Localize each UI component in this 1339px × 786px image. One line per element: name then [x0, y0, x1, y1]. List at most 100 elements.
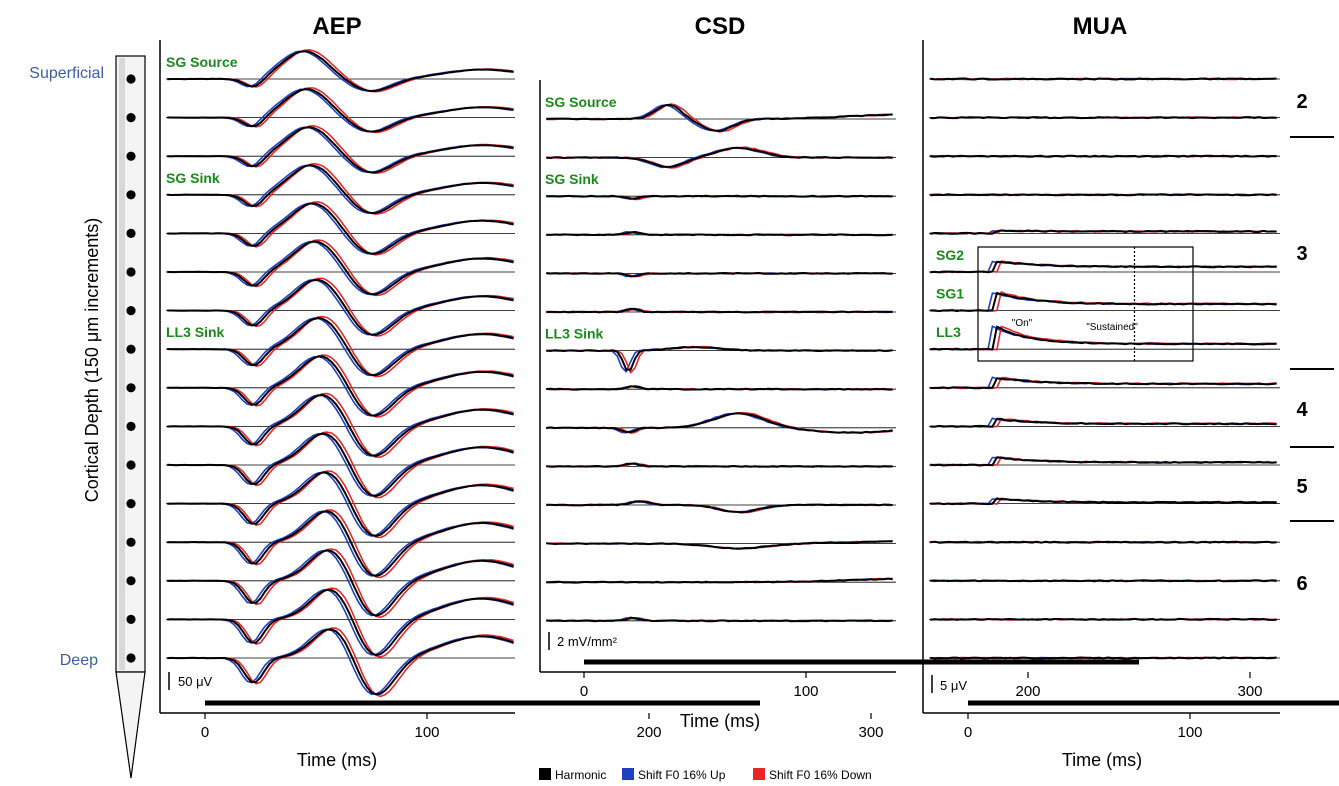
electrode-contact: [126, 74, 136, 84]
legend-label-harmonic: Harmonic: [555, 768, 606, 782]
trace-harmonic: [930, 579, 1277, 583]
electrode-contact: [126, 653, 136, 663]
trace-harmonic: [546, 272, 893, 278]
response-window-box: [977, 246, 1194, 362]
depth-axis-label: Cortical Depth (150 μm increments): [82, 218, 102, 502]
x-tick-label: 200: [1015, 683, 1040, 700]
trace-harmonic: [546, 104, 893, 132]
x-tick-label: 0: [201, 724, 209, 741]
trace-harmonic: [930, 377, 1277, 390]
legend-swatch-shift-up: [622, 768, 634, 780]
trace-harmonic: [930, 260, 1277, 274]
trace-harmonic: [167, 432, 514, 497]
trace-harmonic: [546, 346, 893, 371]
mua-scale-label: 5 μV: [940, 678, 967, 693]
depth-top-label: Superficial: [29, 65, 104, 82]
trace-harmonic: [930, 656, 1277, 660]
mua-xlabel: Time (ms): [1062, 750, 1142, 770]
x-tick-label: 0: [580, 683, 588, 700]
trace-shift-f0-16-up: [167, 355, 514, 417]
trace-harmonic: [546, 385, 893, 391]
trace-harmonic: [546, 616, 893, 623]
trace-harmonic: [167, 126, 514, 174]
layer-label-6: 6: [1296, 573, 1307, 595]
channel-annotation: SG2: [936, 247, 964, 263]
legend: Harmonic Shift F0 16% Up Shift F0 16% Do…: [539, 768, 872, 782]
trace-shift-f0-16-up: [167, 588, 514, 656]
trace-harmonic: [546, 462, 893, 468]
trace-shift-f0-16-down: [167, 201, 514, 256]
legend-swatch-shift-down: [753, 768, 765, 780]
trace-harmonic: [167, 240, 514, 296]
electrode-contact: [126, 190, 136, 200]
channel-annotation: SG Source: [166, 54, 238, 70]
trace-shift-f0-16-up: [930, 292, 1277, 312]
aep-panel: AEP Time (ms) 50 μV 0 100 200 300 SG Source S…: [159, 13, 884, 770]
legend-swatch-harmonic: [539, 768, 551, 780]
csd-scale-label: 2 mV/mm²: [557, 634, 618, 649]
electrode-contact: [126, 383, 136, 393]
electrode-contact: [126, 344, 136, 354]
trace-harmonic: [167, 393, 514, 457]
trace-harmonic: [930, 617, 1277, 621]
layer-label-2: 2: [1296, 91, 1307, 113]
layer-markers: 2 3 4 5 6: [1290, 91, 1334, 595]
electrode-contact: [126, 228, 136, 238]
electrode-contact: [126, 267, 136, 277]
trace-harmonic: [930, 77, 1277, 81]
legend-label-shift-down: Shift F0 16% Down: [769, 768, 872, 782]
x-tick-label: 100: [414, 724, 439, 741]
trace-harmonic: [167, 50, 514, 93]
trace-harmonic: [167, 628, 514, 696]
trace-harmonic: [930, 497, 1277, 506]
trace-harmonic: [546, 307, 893, 314]
trace-harmonic: [167, 471, 514, 537]
x-tick-label: 0: [964, 724, 972, 741]
trace-shift-f0-16-down: [930, 291, 1277, 312]
channel-annotation: SG Sink: [166, 170, 220, 186]
electrode-contact: [126, 614, 136, 625]
trace-harmonic: [546, 540, 893, 550]
trace-harmonic: [546, 146, 893, 168]
trace-shift-f0-16-down: [167, 354, 514, 418]
trace-harmonic: [167, 88, 514, 133]
trace-harmonic: [930, 456, 1277, 467]
trace-harmonic: [167, 164, 514, 214]
trace-harmonic: [167, 588, 514, 657]
trace-harmonic: [167, 317, 514, 377]
on-label: "On": [1012, 318, 1033, 329]
mua-panel: MUA Time (ms) 5 μV 0 100 200 300 SG2 SG1 LL3 "O…: [922, 13, 1339, 770]
channel-annotation: SG Source: [545, 94, 617, 110]
trace-harmonic: [930, 229, 1277, 235]
csd-panel: CSD Time (ms) 2 mV/mm² 0 100 200 300 SG Sour…: [539, 13, 1263, 731]
trace-shift-f0-16-down: [546, 500, 893, 514]
mua-title: MUA: [1073, 13, 1128, 40]
trace-shift-f0-16-up: [167, 202, 514, 255]
x-tick-label: 200: [636, 724, 661, 741]
sustained-label: "Sustained": [1086, 322, 1138, 333]
depth-bottom-label: Deep: [60, 652, 98, 669]
x-tick-label: 100: [1177, 724, 1202, 741]
x-tick-label: 100: [793, 683, 818, 700]
trace-shift-f0-16-up: [546, 412, 893, 434]
electrode-contact: [126, 460, 136, 470]
trace-harmonic: [930, 540, 1277, 544]
trace-harmonic: [930, 417, 1277, 428]
x-tick-label: 300: [858, 724, 883, 741]
trace-harmonic: [167, 355, 514, 417]
trace-harmonic: [167, 278, 514, 336]
trace-harmonic: [930, 325, 1277, 351]
trace-harmonic: [930, 193, 1277, 197]
csd-title: CSD: [695, 13, 746, 40]
trace-harmonic: [930, 116, 1277, 120]
channel-annotation: LL3 Sink: [545, 326, 604, 342]
layer-label-5: 5: [1296, 476, 1307, 498]
trace-harmonic: [546, 231, 893, 237]
layer-label-4: 4: [1296, 399, 1308, 421]
electrode-contact: [126, 499, 136, 509]
electrode-contact: [126, 537, 136, 547]
aep-title: AEP: [312, 13, 361, 40]
electrode-contact: [126, 113, 136, 123]
trace-harmonic: [167, 549, 514, 617]
